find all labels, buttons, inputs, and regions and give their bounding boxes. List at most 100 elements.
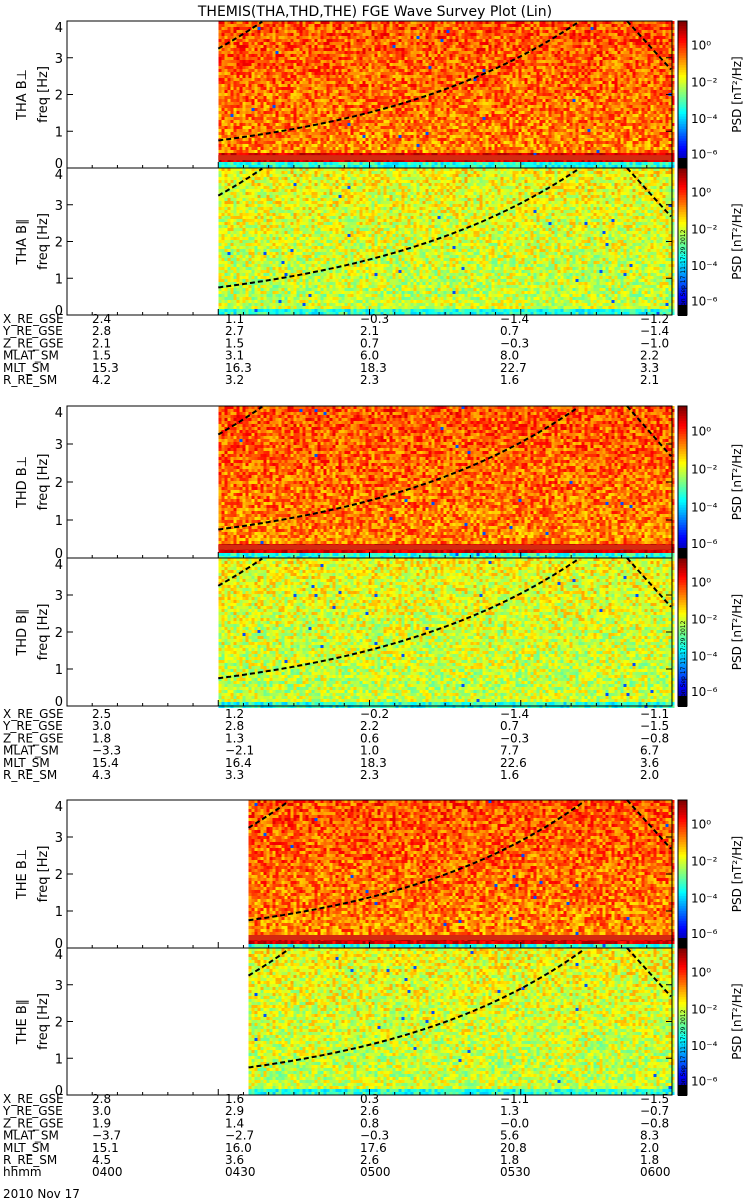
heatmap-cell: [245, 27, 248, 30]
heatmap-cell: [242, 39, 245, 42]
heatmap-cell: [371, 144, 374, 147]
heatmap-cell: [305, 75, 308, 78]
heatmap-cell: [353, 150, 356, 153]
heatmap-cell: [305, 45, 308, 48]
heatmap-cell: [449, 39, 452, 42]
heatmap-cell: [335, 42, 338, 45]
heatmap-cell: [293, 30, 296, 33]
heatmap-cell: [371, 27, 374, 30]
heatmap-cell: [260, 42, 263, 45]
heatmap-cell: [377, 81, 380, 84]
heatmap-cell: [233, 105, 236, 108]
heatmap-cell: [368, 108, 371, 111]
heatmap-cell: [254, 84, 257, 87]
heatmap-cell: [422, 102, 425, 105]
heatmap-cell: [227, 108, 230, 111]
heatmap-cell: [506, 138, 509, 141]
heatmap-cell: [371, 75, 374, 78]
heatmap-cell: [296, 69, 299, 72]
heatmap-cell: [329, 24, 332, 27]
heatmap-cell: [332, 135, 335, 138]
heatmap-cell: [389, 24, 392, 27]
heatmap-cell: [422, 36, 425, 39]
heatmap-cell: [368, 27, 371, 30]
heatmap-cell: [410, 114, 413, 117]
heatmap-cell: [473, 93, 476, 96]
heatmap-cell: [242, 126, 245, 129]
heatmap-cell: [347, 69, 350, 72]
heatmap-cell: [374, 102, 377, 105]
heatmap-cell: [320, 108, 323, 111]
heatmap-cell: [296, 60, 299, 63]
heatmap-cell: [413, 90, 416, 93]
heatmap-cell: [227, 27, 230, 30]
heatmap-cell: [416, 78, 419, 81]
heatmap-cell: [377, 120, 380, 123]
heatmap-cell: [314, 51, 317, 54]
heatmap-cell: [482, 93, 485, 96]
heatmap-cell: [263, 54, 266, 57]
heatmap-cell: [299, 33, 302, 36]
heatmap-cell: [392, 75, 395, 78]
heatmap-cell: [326, 135, 329, 138]
heatmap-cell: [302, 75, 305, 78]
heatmap-cell: [350, 99, 353, 102]
heatmap-cell: [440, 60, 443, 63]
heatmap-cell: [332, 111, 335, 114]
heatmap-cell: [428, 51, 431, 54]
heatmap-cell: [332, 75, 335, 78]
heatmap-cell: [242, 57, 245, 60]
heatmap-cell: [338, 90, 341, 93]
heatmap-cell: [491, 144, 494, 147]
heatmap-cell: [335, 51, 338, 54]
heatmap-cell: [227, 135, 230, 138]
heatmap-cell: [293, 87, 296, 90]
heatmap-cell: [317, 132, 320, 135]
heatmap-cell: [278, 93, 281, 96]
heatmap-cell: [491, 81, 494, 84]
heatmap-cell: [509, 138, 512, 141]
heatmap-cell: [293, 48, 296, 51]
heatmap-cell: [461, 114, 464, 117]
heatmap-cell: [473, 66, 476, 69]
heatmap-cell: [440, 81, 443, 84]
heatmap-cell: [413, 126, 416, 129]
heatmap-cell: [425, 57, 428, 60]
heatmap-cell: [413, 111, 416, 114]
heatmap-cell: [383, 111, 386, 114]
heatmap-cell: [326, 132, 329, 135]
heatmap-cell: [398, 48, 401, 51]
heatmap-cell: [410, 27, 413, 30]
heatmap-cell: [233, 99, 236, 102]
heatmap-cell: [437, 57, 440, 60]
heatmap-cell: [335, 135, 338, 138]
heatmap-cell: [482, 129, 485, 132]
heatmap-cell: [365, 114, 368, 117]
heatmap-cell: [488, 123, 491, 126]
heatmap-cell: [281, 45, 284, 48]
heatmap-cell: [365, 57, 368, 60]
heatmap-cell: [332, 39, 335, 42]
heatmap-cell: [392, 42, 395, 45]
heatmap-cell: [443, 60, 446, 63]
heatmap-cell: [401, 51, 404, 54]
heatmap-cell: [326, 144, 329, 147]
heatmap-cell: [224, 123, 227, 126]
heatmap-cell: [218, 51, 221, 54]
heatmap-cell: [290, 108, 293, 111]
heatmap-cell: [458, 123, 461, 126]
heatmap-cell: [449, 150, 452, 153]
heatmap-cell: [317, 162, 320, 165]
heatmap-cell: [368, 69, 371, 72]
heatmap-cell: [389, 132, 392, 135]
heatmap-cell: [500, 42, 503, 45]
heatmap-cell: [500, 96, 503, 99]
heatmap-cell: [497, 84, 500, 87]
heatmap-cell: [278, 102, 281, 105]
heatmap-cell: [362, 39, 365, 42]
heatmap-cell: [389, 42, 392, 45]
heatmap-cell: [422, 144, 425, 147]
heatmap-cell: [272, 105, 275, 108]
heatmap-cell: [500, 99, 503, 102]
heatmap-cell: [503, 126, 506, 129]
